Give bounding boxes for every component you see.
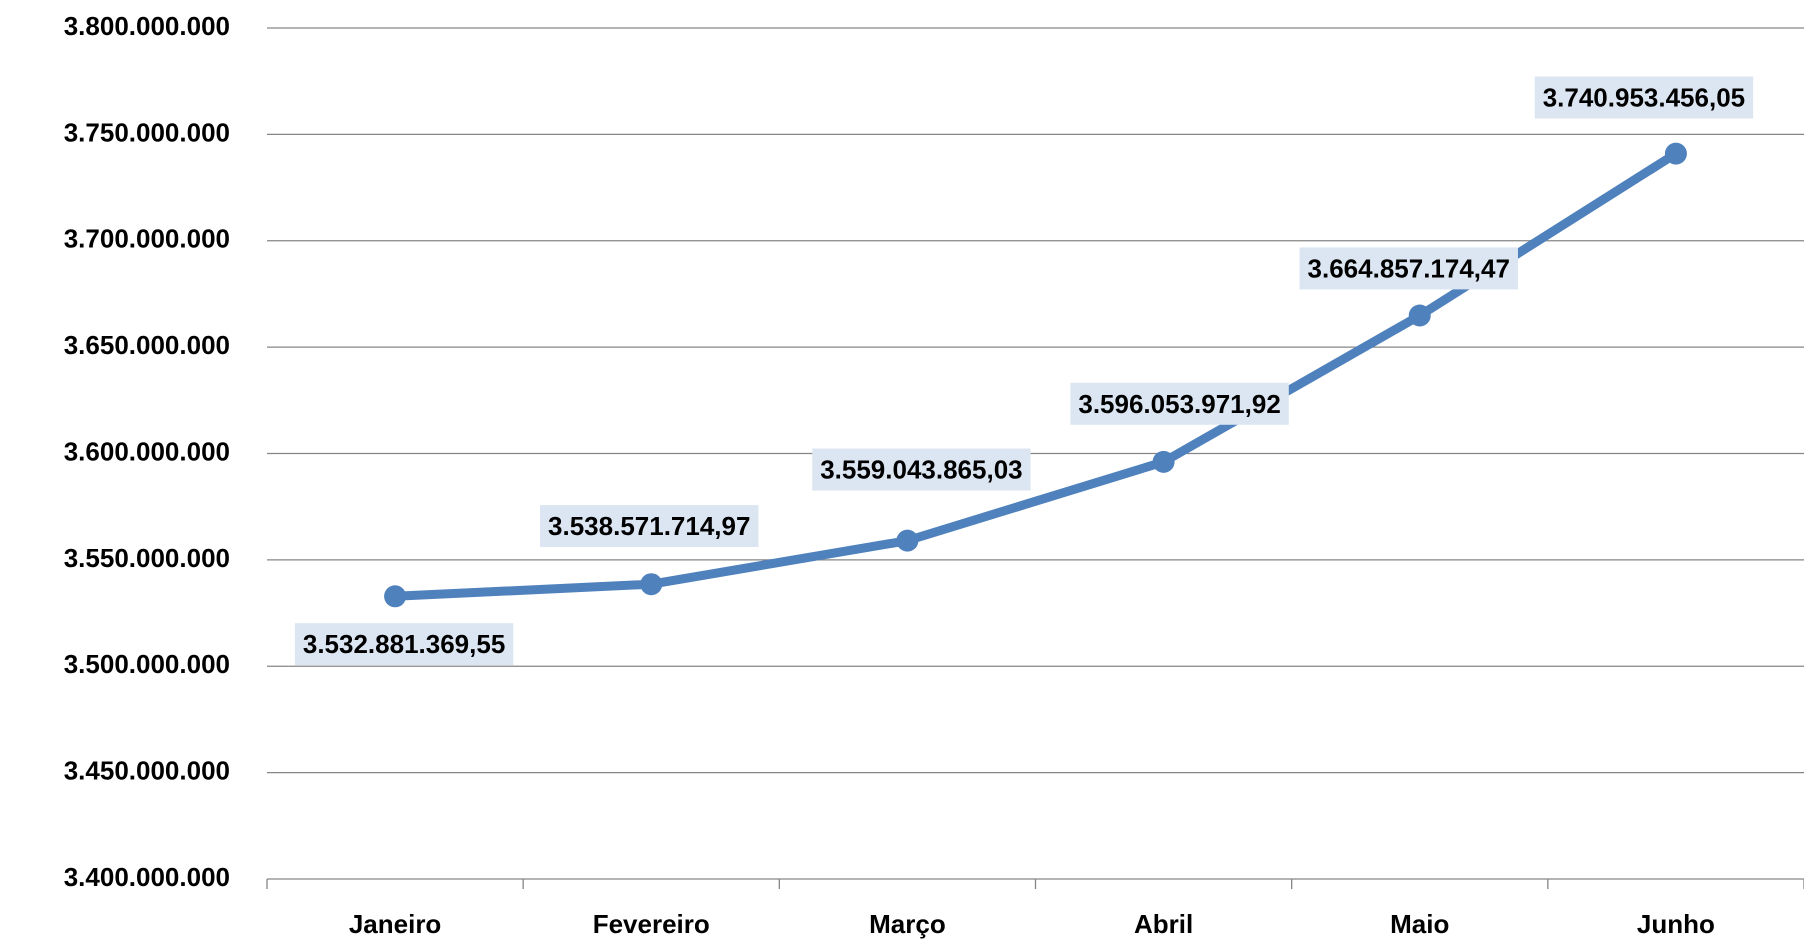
- x-tick-label: Maio: [1390, 909, 1449, 939]
- marker: [384, 585, 407, 608]
- y-tick-label: 3.650.000.000: [64, 330, 230, 360]
- y-tick-label: 3.750.000.000: [64, 117, 230, 147]
- y-tick-label: 3.500.000.000: [64, 649, 230, 679]
- data-label-box: [1299, 247, 1518, 290]
- data-label-group: 3.538.571.714,97: [540, 505, 759, 548]
- data-label: 3.664.857.174,47: [1308, 253, 1510, 283]
- x-tick-label: Abril: [1134, 909, 1193, 939]
- data-label: 3.532.881.369,55: [303, 629, 505, 659]
- data-label: 3.596.053.971,92: [1078, 389, 1280, 419]
- marker: [640, 573, 663, 596]
- data-label-box: [294, 623, 514, 666]
- data-label: 3.559.043.865,03: [820, 455, 1022, 485]
- x-tick-label: Janeiro: [349, 909, 442, 939]
- x-tick-label: Fevereiro: [593, 909, 710, 939]
- data-label-group: 3.596.053.971,92: [1070, 382, 1289, 425]
- y-tick-label: 3.550.000.000: [64, 543, 230, 573]
- marker: [1152, 450, 1175, 473]
- data-label: 3.538.571.714,97: [548, 511, 750, 541]
- y-tick-label: 3.600.000.000: [64, 436, 230, 466]
- y-tick-label: 3.700.000.000: [64, 224, 230, 254]
- x-tick-label: Junho: [1637, 909, 1715, 939]
- data-label: 3.740.953.456,05: [1543, 82, 1745, 112]
- data-label-group: 3.559.043.865,03: [812, 448, 1031, 491]
- marker: [896, 529, 919, 552]
- marker: [1664, 142, 1687, 165]
- data-label-group: 3.532.881.369,55: [294, 623, 514, 666]
- marker: [1408, 304, 1431, 327]
- data-label-box: [1534, 76, 1754, 119]
- y-tick-label: 3.400.000.000: [64, 862, 230, 892]
- data-label-box: [812, 448, 1031, 491]
- data-label-box: [1070, 382, 1289, 425]
- x-tick-label: Março: [869, 909, 946, 939]
- y-tick-label: 3.800.000.000: [64, 11, 230, 41]
- data-label-box: [540, 505, 759, 548]
- y-tick-label: 3.450.000.000: [64, 756, 230, 786]
- data-label-group: 3.664.857.174,47: [1299, 247, 1518, 290]
- data-label-group: 3.740.953.456,05: [1534, 76, 1754, 119]
